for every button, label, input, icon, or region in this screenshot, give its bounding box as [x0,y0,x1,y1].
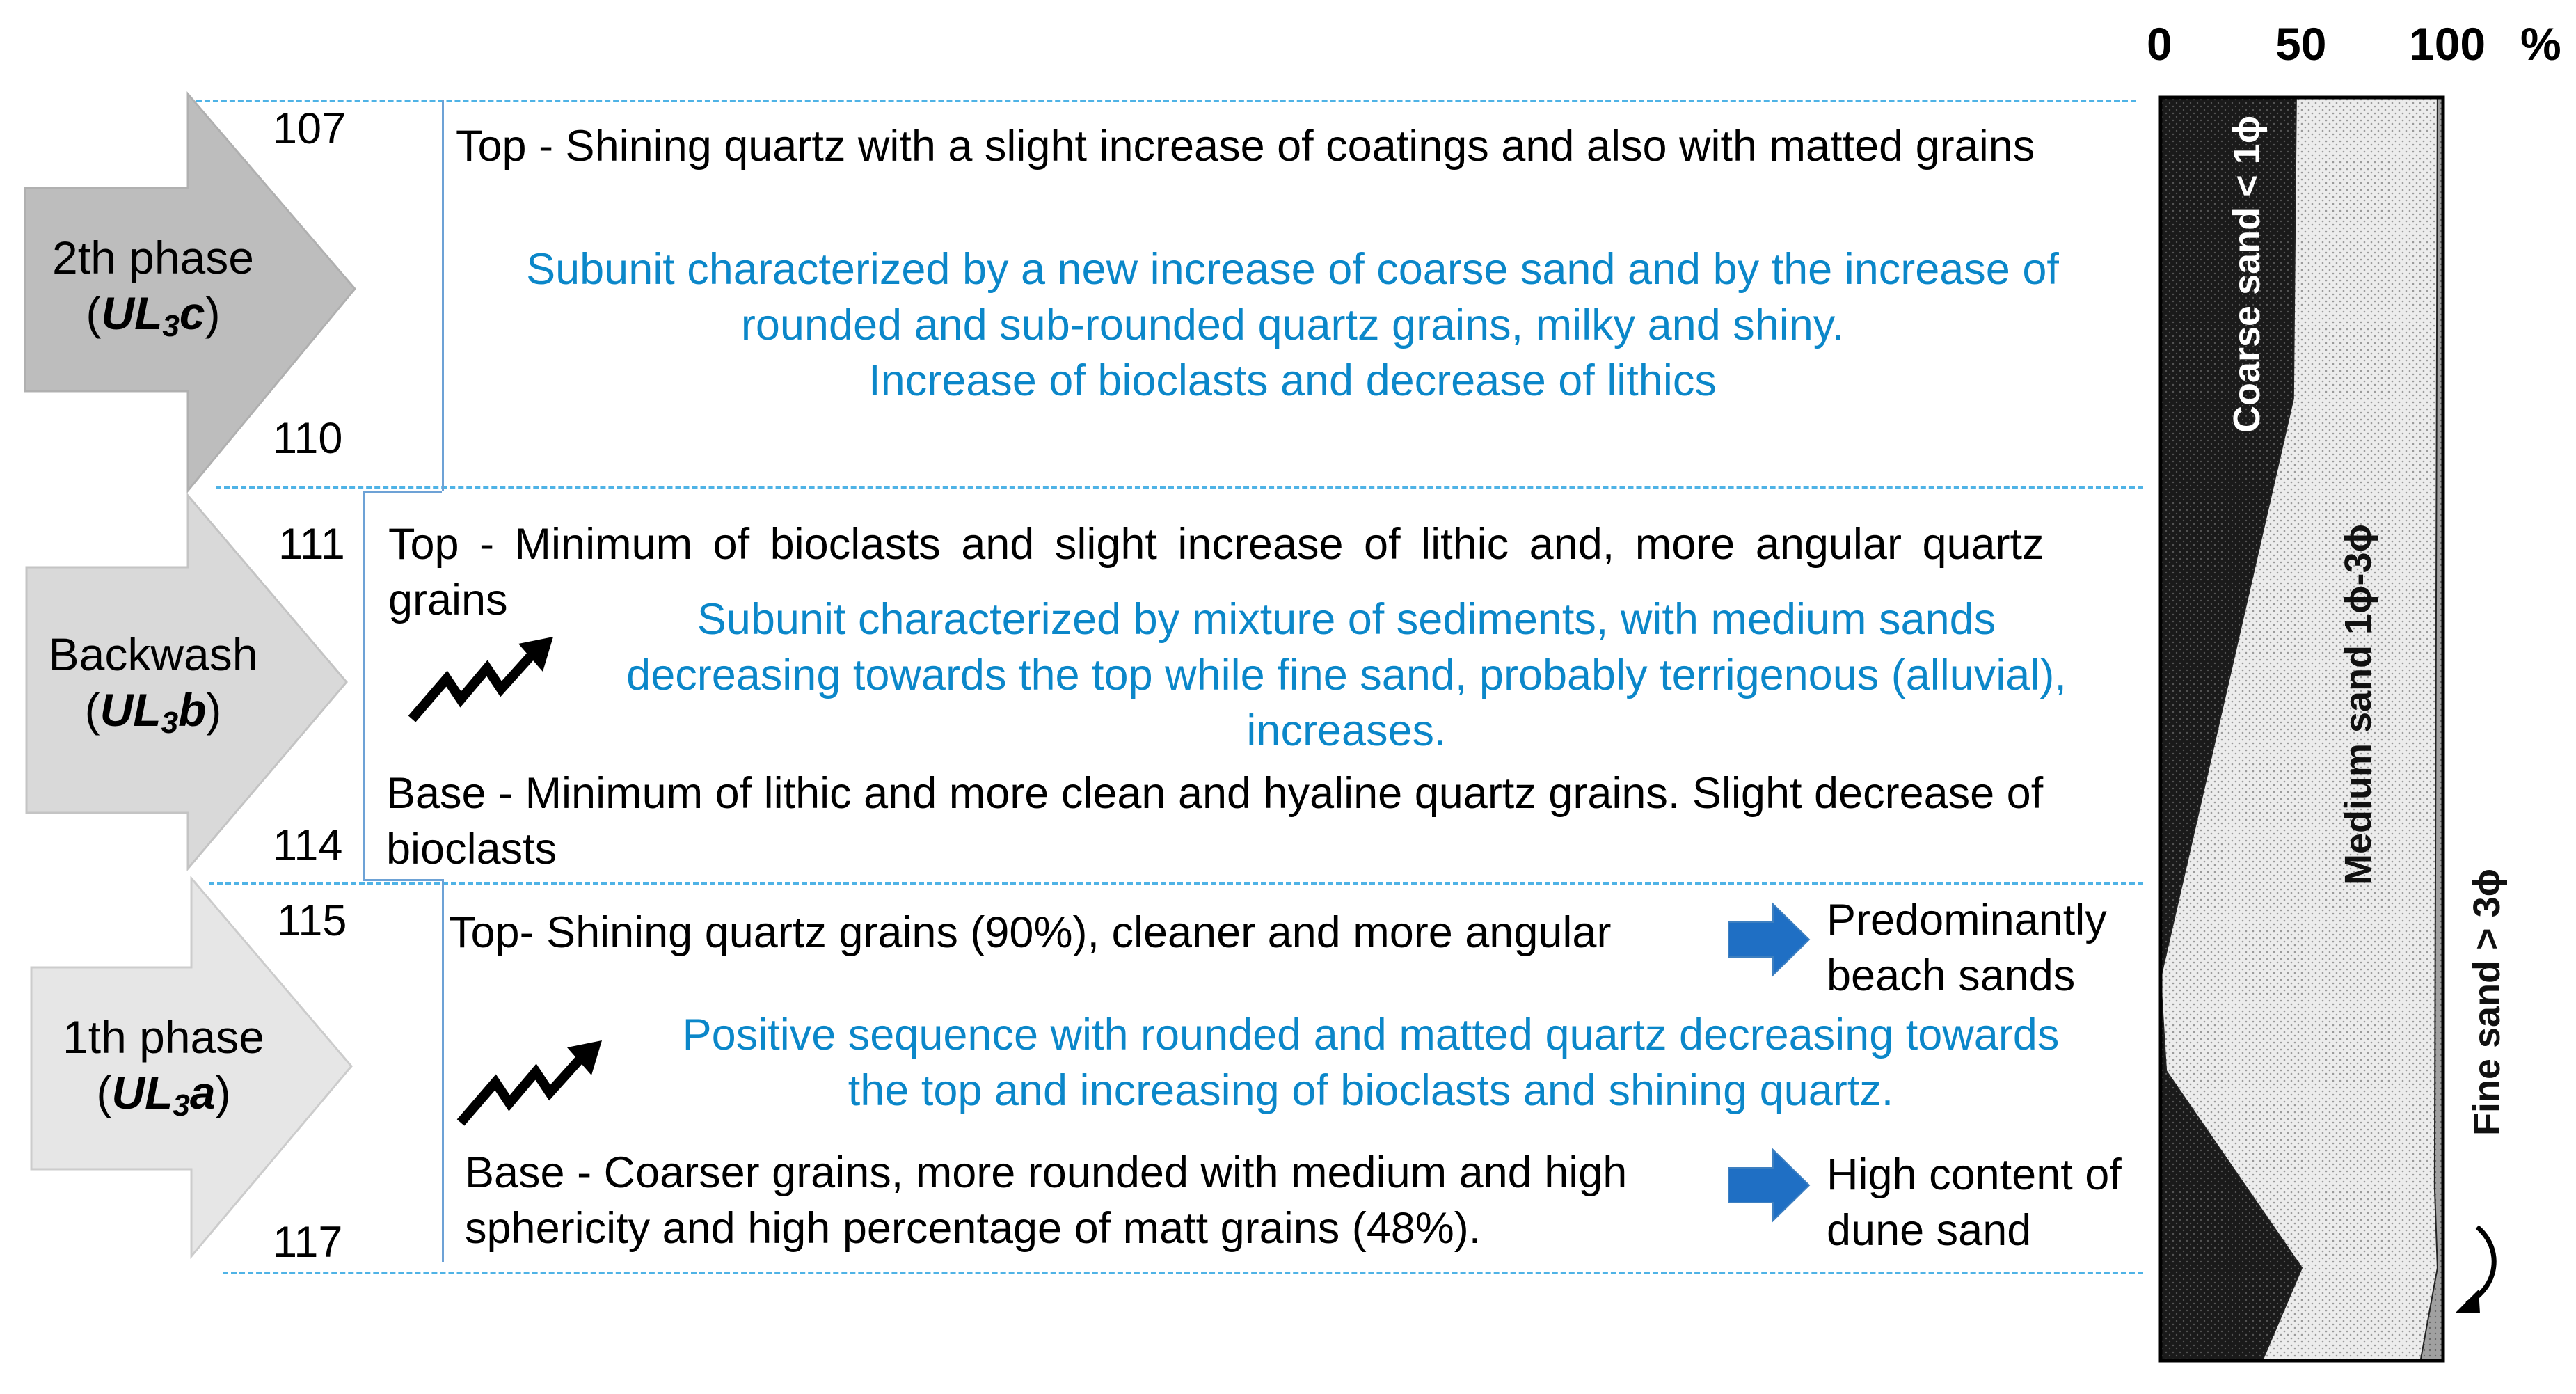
trend-up-icon [408,637,553,722]
section-b-base-line-1: Base - Minimum of lithic and more clean … [386,769,2044,818]
divider-top [188,100,2136,102]
phase-a-arrow-shape [30,875,353,1260]
phase-c-code-suffix: c [179,287,205,339]
phase-c-arrow-shape [24,90,356,494]
bracket-b [363,491,365,880]
section-b-summary: Subunit characterized by mixture of sedi… [536,592,2157,759]
section-a-top-text: Top- Shining quartz grains (90%), cleane… [449,908,1612,957]
depth-107: 107 [273,104,347,153]
phase-c-code-letters: UL [101,287,163,339]
section-c-top-text: Top - Shining quartz with a slight incre… [456,122,2035,171]
phase-c-code-sub: 3 [162,309,180,343]
phase-b-arrow-shape [25,492,348,872]
phase-a-label: 1th phase (UL3a) [35,1009,292,1134]
depth-110: 110 [273,414,343,463]
depth-111: 111 [278,520,345,569]
series-label-medium: Medium sand 1ϕ-3ϕ [2337,523,2379,885]
series-label-fine: Fine sand > 3ϕ [2466,868,2508,1136]
arrow-right-icon-top [1728,902,1811,977]
phase-b-name: Backwash [48,628,258,680]
axis-tick-50: 50 [2275,18,2327,70]
phase-a-code-sub: 3 [173,1088,190,1123]
arrow-right-icon-base [1728,1148,1811,1223]
phase-b-code: (UL3b) [84,684,222,740]
phase-a-code: (UL3a) [96,1067,231,1123]
phase-b-code-letters: UL [100,684,161,736]
section-b-summary-line-1: Subunit characterized by mixture of sedi… [697,595,1996,644]
section-b-base-text: Base - Minimum of lithic and more clean … [386,766,2043,877]
section-a-summary-line-1: Positive sequence with rounded and matte… [682,1011,2060,1059]
depth-114: 114 [273,821,343,870]
section-a-base-result-line-2: dune sand [1827,1206,2032,1255]
section-c-summary: Subunit characterized by a new increase … [459,241,2126,409]
section-a-top-result-line-2: beach sands [1827,951,2076,1000]
section-a-summary: Positive sequence with rounded and matte… [571,1007,2171,1118]
bracket-a [442,879,444,1262]
trend-up-icon-2 [456,1040,602,1126]
divider-bottom [223,1272,2143,1274]
phase-a-name: 1th phase [63,1011,264,1063]
section-c-summary-line-2: rounded and sub-rounded quartz grains, m… [740,301,1845,349]
divider-c-b [216,486,2143,489]
phase-arrows [24,90,356,1260]
chart-frame [2158,95,2445,1363]
axis-tick-0: 0 [2147,18,2172,70]
depth-117: 117 [273,1218,343,1267]
curved-arrow-icon [2455,1225,2497,1313]
section-c-summary-line-1: Subunit characterized by a new increase … [526,245,2059,294]
section-b-top-line-1: Top - Minimum of bioclasts and slight in… [388,520,2044,569]
section-b-summary-line-2: decreasing towards the top while fine sa… [626,651,2067,699]
phase-b-code-suffix: b [178,684,207,736]
series-label-coarse: Coarse sand < 1ϕ [2226,115,2268,433]
section-a-base-text: Base - Coarser grains, more rounded with… [465,1145,1627,1256]
depth-115: 115 [277,896,347,945]
section-a-top-result-line-1: Predominantly [1827,896,2107,944]
section-b-top-line-2: grains [388,576,508,624]
axis-unit: % [2520,18,2561,70]
phase-a-code-suffix: a [189,1067,216,1118]
section-c-summary-line-3: Increase of bioclasts and decrease of li… [868,356,1717,405]
bracket-b-bottom [363,879,443,881]
section-b-summary-line-3: increases. [1246,706,1447,755]
axis-tick-100: 100 [2409,18,2486,70]
section-a-base-result-line-1: High content of [1827,1150,2122,1199]
section-b-top-text: Top - Minimum of bioclasts and slight in… [388,516,2044,628]
bracket-c-bottom [365,491,442,493]
phase-a-code-letters: UL [111,1067,173,1118]
phase-c-name: 2th phase [52,232,254,283]
phase-b-code-sub: 3 [161,706,179,740]
phase-c-code: (UL3c) [86,287,221,343]
section-a-base-line-2: sphericity and high percentage of matt g… [465,1204,1481,1253]
phase-c-label: 2th phase (UL3c) [28,230,278,354]
section-a-top-result: Predominantly beach sands [1827,892,2107,1004]
section-a-summary-line-2: the top and increasing of bioclasts and … [848,1066,1894,1115]
section-b-base-line-2: bioclasts [386,825,557,873]
section-a-base-line-1: Base - Coarser grains, more rounded with… [465,1148,1628,1197]
phase-b-label: Backwash (UL3b) [28,626,278,751]
bracket-c [442,100,444,491]
divider-b-a [209,882,2143,885]
section-a-base-result: High content of dune sand [1827,1147,2122,1258]
